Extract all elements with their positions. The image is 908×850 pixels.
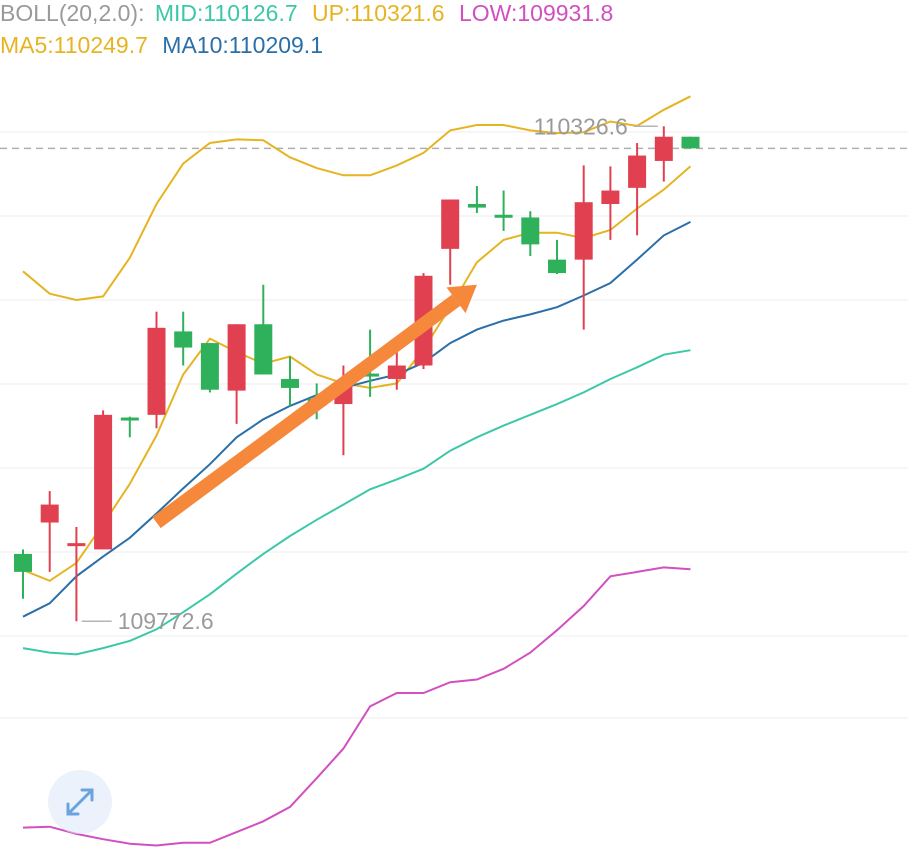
candle-body <box>574 202 593 260</box>
ma5-value: MA5:110249.7 <box>0 32 148 58</box>
candle-body <box>254 324 273 375</box>
candle-body <box>548 259 566 274</box>
candle-body <box>14 553 32 572</box>
low-value: LOW:109931.8 <box>459 0 614 26</box>
line-up <box>22 95 691 302</box>
candle-body <box>40 504 59 523</box>
high-price-label: 110326.6 <box>534 113 628 139</box>
candle-body <box>467 204 486 208</box>
expand-button[interactable] <box>48 770 112 834</box>
ma10-value: MA10:110209.1 <box>162 32 323 58</box>
line-ma10 <box>22 221 691 618</box>
candle-body <box>361 373 380 377</box>
low-price-label: 109772.6 <box>118 608 214 634</box>
line-mid <box>22 349 691 656</box>
candle-body <box>441 199 460 249</box>
trend-arrow-head <box>446 284 477 314</box>
expand-arrows-icon <box>66 788 94 816</box>
candle-body <box>681 136 700 149</box>
boll-indicator-row: BOLL(20,2.0): MID:110126.7 UP:110321.6 L… <box>0 0 621 26</box>
candle-body <box>521 217 540 245</box>
mid-value: MID:110126.7 <box>154 0 298 26</box>
candle-body <box>281 378 299 388</box>
candle-body <box>494 214 513 218</box>
candle-body <box>94 414 113 550</box>
candle-body <box>147 327 166 415</box>
candle-body <box>654 136 673 161</box>
candle-body <box>628 155 647 188</box>
candle-body <box>227 324 246 391</box>
trend-arrow-shaft <box>152 294 461 529</box>
candle-body <box>174 331 193 348</box>
ma-indicator-row: MA5:110249.7 MA10:110209.1 <box>0 32 331 58</box>
up-value: UP:110321.6 <box>312 0 445 26</box>
boll-label: BOLL(20,2.0): <box>0 0 145 26</box>
candle-body <box>601 190 620 205</box>
candle-body <box>120 417 139 421</box>
candle-body <box>200 343 219 390</box>
candle-body <box>67 543 86 547</box>
line-low <box>22 566 691 847</box>
candle-body <box>387 365 406 379</box>
